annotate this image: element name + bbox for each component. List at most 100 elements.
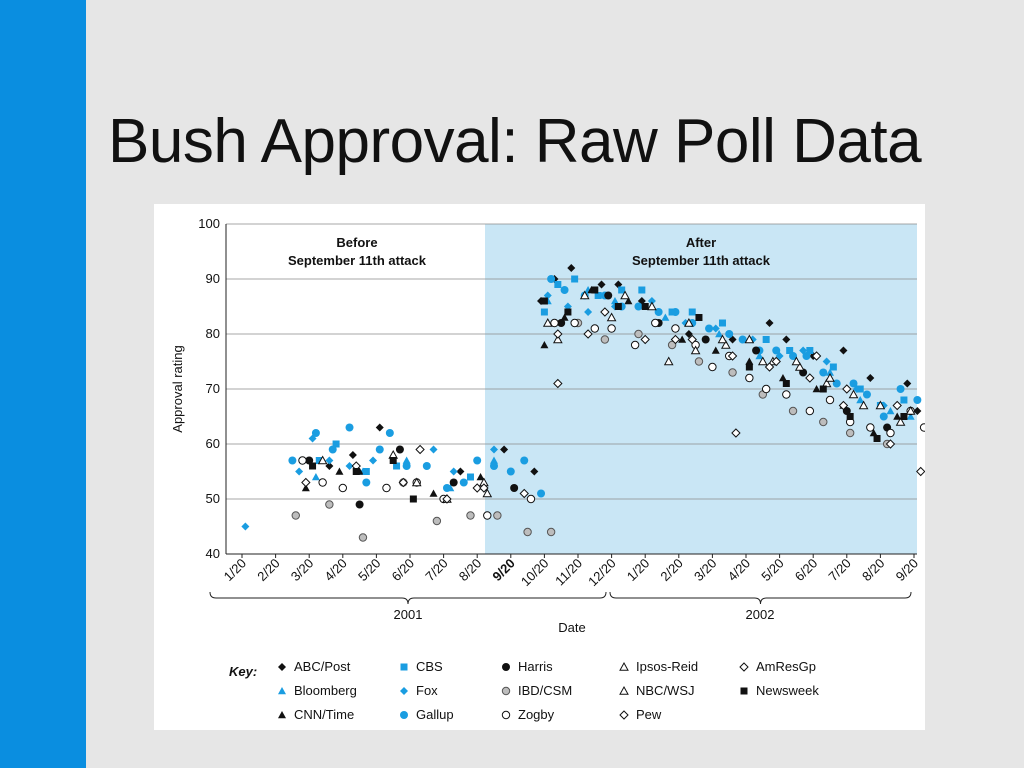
x-tick-label: 10/20 [518, 556, 552, 590]
point-zogby [483, 511, 492, 520]
point-zogby [825, 395, 835, 405]
legend-label-gallup: Gallup [416, 707, 454, 722]
point-ibd-csm [694, 357, 704, 366]
point-ibd-csm [546, 527, 556, 537]
legend-marker-ipsos-reid [619, 661, 629, 671]
point-cnn-time [429, 489, 438, 497]
point-harris [752, 346, 761, 355]
point-gallup [802, 352, 811, 360]
point-nbc-wsj [895, 416, 906, 426]
point-zogby [607, 324, 616, 333]
point-gallup [725, 330, 734, 338]
point-harris [557, 319, 566, 327]
point-ibd-csm [523, 527, 532, 537]
point-fox [369, 456, 378, 465]
point-fox [584, 308, 593, 316]
point-amresgp [771, 356, 781, 367]
x-tick-label: 7/20 [422, 556, 451, 585]
point-gallup [473, 456, 482, 465]
point-newsweek [591, 286, 599, 294]
point-cbs [688, 308, 696, 316]
y-tick-label: 90 [206, 271, 220, 286]
legend-item-cbs: CBS [400, 659, 443, 674]
x-tick-label: 7/20 [825, 556, 854, 585]
point-cbs [540, 308, 548, 316]
point-ibd-csm [788, 406, 798, 416]
point-cbs [638, 286, 646, 294]
point-cnn-time [476, 473, 485, 481]
point-zogby [298, 456, 307, 465]
legend-marker-fox [400, 687, 408, 695]
point-newsweek [641, 303, 649, 310]
legend-label-amresgp: AmResGp [756, 659, 816, 674]
point-gallup [402, 462, 411, 470]
point-pew [764, 362, 775, 372]
x-tick-label: 8/20 [456, 556, 485, 585]
point-gallup [671, 308, 680, 316]
point-abc-post [839, 346, 848, 355]
point-ipsos-reid [620, 290, 630, 300]
point-pew [519, 488, 529, 499]
legend-marker-amresgp [739, 662, 749, 672]
point-pew [472, 483, 482, 493]
x-tick-label: 6/20 [792, 556, 821, 585]
x-axis-label: Date [558, 620, 585, 635]
point-gallup [560, 286, 569, 294]
point-newsweek [540, 297, 548, 305]
y-tick-label: 50 [206, 491, 220, 506]
point-gallup [772, 346, 781, 355]
point-cnn-time [778, 374, 787, 382]
x-tick-label: 9/20 [489, 556, 518, 585]
point-bloomberg [661, 313, 670, 321]
x-tick-label: 12/20 [585, 556, 619, 590]
point-pew [553, 329, 563, 339]
point-newsweek [564, 308, 572, 316]
point-gallup [520, 456, 529, 465]
legend-marker-newsweek [740, 687, 748, 695]
y-tick-label: 70 [206, 381, 220, 396]
point-cbs [571, 275, 579, 283]
point-bloomberg [311, 473, 320, 481]
point-abc-post [530, 467, 539, 476]
point-zogby [590, 324, 599, 333]
point-gallup [422, 462, 431, 470]
point-zogby [338, 483, 348, 493]
point-cbs [762, 336, 770, 343]
legend-item-zogby: Zogby [501, 707, 555, 722]
point-newsweek [309, 462, 317, 470]
legend-key-label: Key: [229, 664, 257, 679]
x-tick-label: 8/20 [859, 556, 888, 585]
legend-label-bloomberg: Bloomberg [294, 683, 357, 698]
point-abc-post [567, 264, 576, 272]
point-cbs [786, 347, 794, 354]
point-newsweek [819, 385, 827, 393]
point-amresgp [731, 428, 741, 438]
point-zogby [318, 478, 327, 487]
point-abc-post [500, 445, 509, 454]
point-ipsos-reid [542, 317, 553, 327]
point-gallup [547, 275, 556, 283]
point-newsweek [745, 363, 753, 371]
point-pew [838, 400, 849, 411]
point-zogby [382, 483, 391, 493]
point-ibd-csm [728, 368, 737, 377]
legend-marker-gallup [400, 711, 408, 719]
point-cnn-time [812, 385, 821, 393]
x-tick-label: 1/20 [221, 556, 250, 585]
point-amresgp [479, 483, 489, 493]
point-ipsos-reid [875, 400, 886, 410]
point-gallup [913, 396, 922, 404]
point-gallup [385, 429, 394, 437]
legend-item-harris: Harris [502, 659, 553, 674]
point-gallup [345, 423, 354, 432]
legend-label-ibd-csm: IBD/CSM [518, 683, 572, 698]
point-gallup [896, 385, 905, 393]
slide-title: Bush Approval: Raw Poll Data [108, 107, 922, 176]
point-cnn-time [745, 357, 754, 365]
point-newsweek [782, 380, 790, 387]
point-harris [395, 445, 404, 454]
x-tick-label: 4/20 [725, 556, 754, 585]
legend-marker-bloomberg [278, 687, 286, 695]
point-zogby [630, 340, 640, 350]
